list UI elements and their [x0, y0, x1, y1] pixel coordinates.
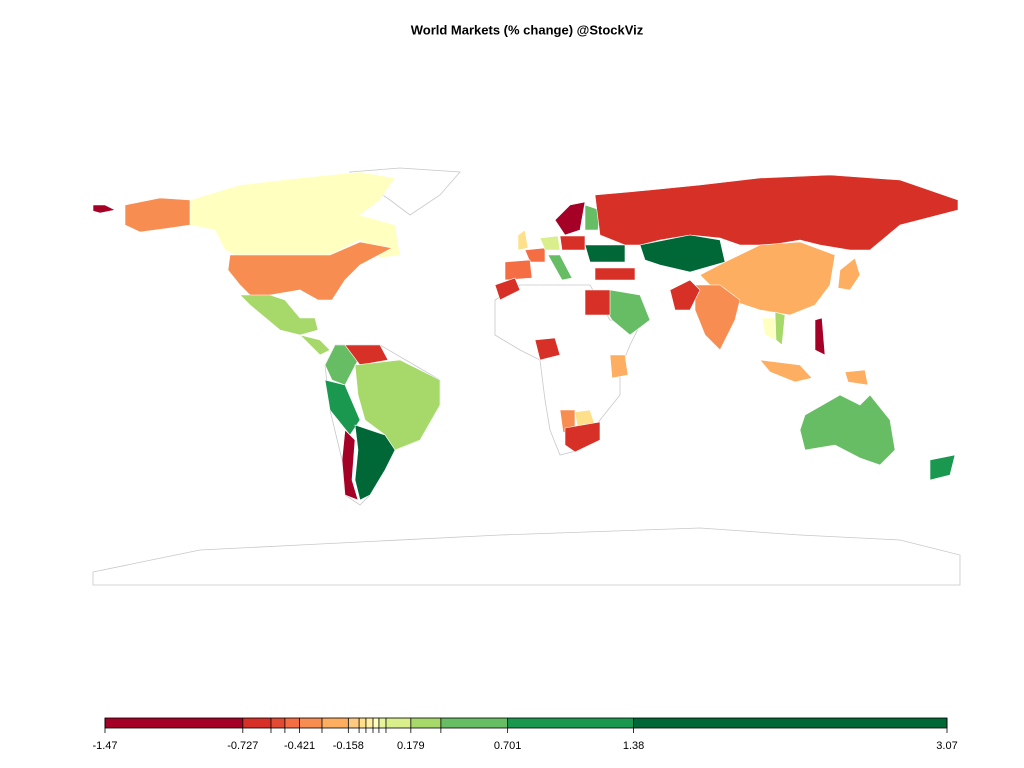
france	[524, 247, 546, 263]
x-tick-label: -0.158	[333, 740, 364, 752]
india	[694, 284, 741, 351]
poland	[559, 235, 586, 251]
philippines	[814, 317, 826, 356]
canada	[189, 171, 401, 259]
mexico	[239, 294, 319, 336]
legend-segment	[270, 718, 285, 728]
south-africa	[564, 421, 601, 453]
central-america	[299, 334, 331, 356]
legend-segment	[378, 718, 386, 728]
argentina	[354, 424, 396, 501]
pakistan	[669, 279, 701, 311]
legend-segment	[284, 718, 300, 728]
turkey	[594, 267, 636, 281]
kazakhstan	[639, 234, 726, 273]
x-tick-label: -0.727	[227, 740, 258, 752]
usa	[227, 241, 393, 301]
australia	[799, 394, 896, 466]
legend-segment	[348, 718, 360, 728]
legend-segment	[372, 718, 379, 728]
japan	[837, 257, 861, 291]
legend-segment	[321, 718, 349, 728]
ukraine	[584, 244, 626, 263]
x-tick-label: -1.47	[92, 740, 117, 752]
legend-segment	[365, 718, 373, 728]
kenya	[609, 354, 629, 379]
legend-segment	[440, 718, 508, 728]
x-tick-label: -0.421	[284, 740, 315, 752]
x-tick-label: 0.179	[397, 740, 425, 752]
x-tick-label: 0.701	[494, 740, 522, 752]
brazil	[354, 359, 441, 451]
thailand	[761, 317, 776, 341]
uk	[517, 229, 529, 251]
nigeria	[534, 337, 561, 361]
legend-segment	[410, 718, 441, 728]
legend-segment	[385, 718, 411, 728]
finland	[584, 204, 601, 231]
legend-segment	[242, 718, 271, 728]
x-tick-label: 1.38	[623, 740, 644, 752]
russia	[594, 174, 959, 251]
alaska-tip	[92, 204, 116, 214]
vietnam	[774, 311, 786, 346]
x-tick-label: 3.07	[936, 740, 957, 752]
new-zealand	[929, 454, 956, 481]
morocco	[494, 277, 521, 301]
chart-title: World Markets (% change) @StockViz	[411, 22, 644, 37]
legend-segment	[299, 718, 322, 728]
spain	[504, 259, 533, 281]
legend-segment	[359, 718, 366, 728]
germany	[539, 235, 561, 251]
egypt	[584, 289, 611, 316]
italy	[547, 254, 573, 281]
chile	[341, 429, 359, 501]
legend-segment	[105, 718, 243, 728]
legend-segment	[633, 718, 947, 728]
venezuela	[344, 344, 389, 366]
indonesia	[759, 359, 813, 383]
alaska	[124, 197, 191, 233]
scandinavia	[554, 201, 586, 236]
antarctica	[92, 527, 961, 586]
indonesia-east	[844, 369, 869, 386]
legend-segment	[507, 718, 634, 728]
world-map	[92, 167, 961, 586]
